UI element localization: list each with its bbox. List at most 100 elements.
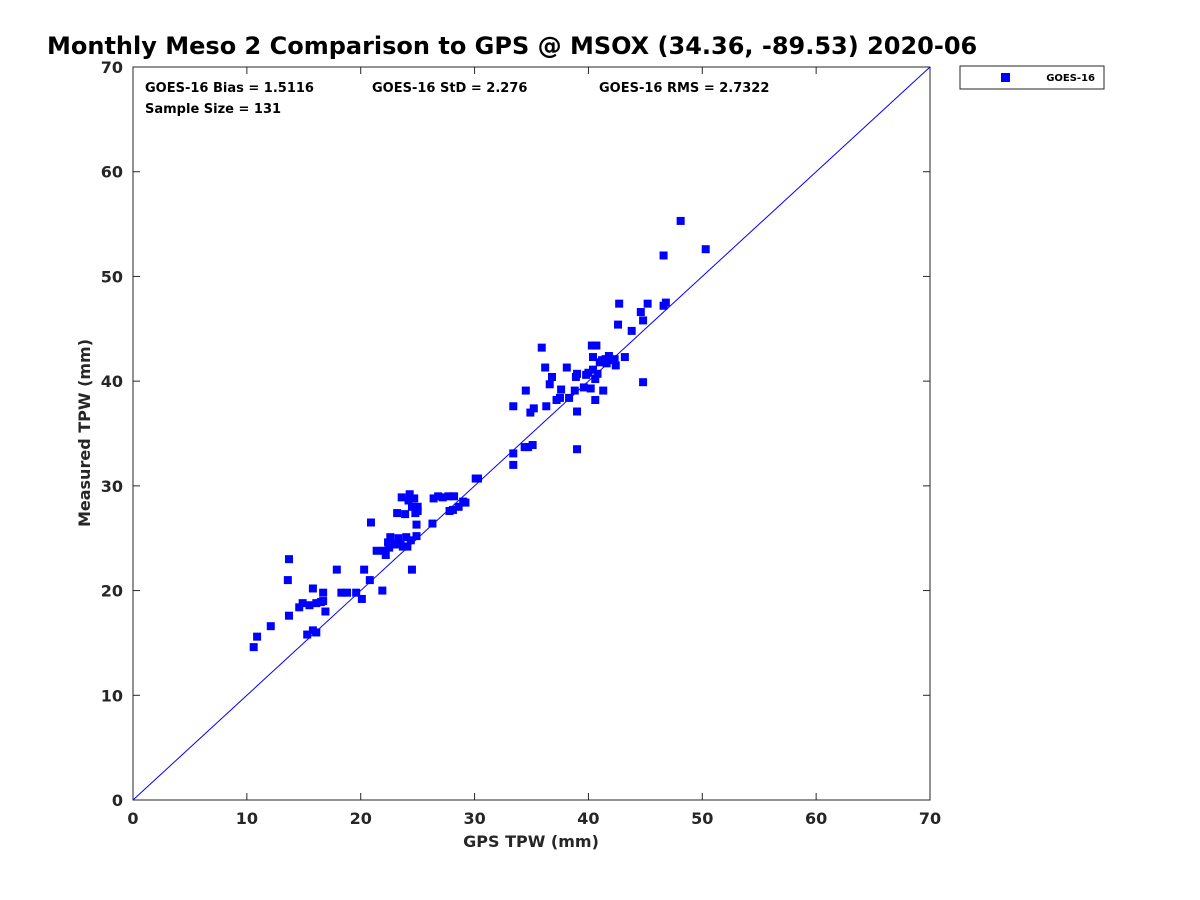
y-tick-label: 60 (101, 163, 123, 182)
data-point (357, 594, 366, 603)
data-point (676, 216, 685, 225)
data-point (509, 449, 518, 458)
data-point (312, 628, 321, 637)
data-point (404, 496, 413, 505)
data-point (319, 597, 328, 606)
x-tick-label: 50 (691, 809, 713, 828)
y-tick-label: 0 (112, 791, 123, 810)
data-point (627, 326, 636, 335)
data-point (521, 386, 530, 395)
data-point (537, 343, 546, 352)
data-point (586, 384, 595, 393)
y-tick-label: 40 (101, 372, 123, 391)
data-point (555, 393, 564, 402)
data-point (636, 308, 645, 317)
data-point (379, 546, 388, 555)
data-point (305, 601, 314, 610)
data-point (365, 576, 374, 585)
data-point (643, 299, 652, 308)
data-point (429, 494, 438, 503)
data-point (372, 546, 381, 555)
data-point (284, 555, 293, 564)
data-point (448, 505, 457, 514)
data-point (295, 603, 304, 612)
data-point (407, 565, 416, 574)
data-point (473, 474, 482, 483)
x-tick-label: 0 (127, 809, 138, 828)
data-point (526, 408, 535, 417)
data-point (593, 369, 602, 378)
data-point (390, 540, 399, 549)
bias-annotation: GOES-16 Bias = 1.5116 (145, 81, 314, 96)
data-point (352, 588, 361, 597)
data-point (620, 353, 629, 362)
y-axis: 0 10 20 30 40 50 60 70 (101, 58, 930, 810)
data-point (378, 586, 387, 595)
data-point (413, 502, 422, 511)
rms-annotation: GOES-16 RMS = 2.7322 (599, 81, 769, 96)
data-point (332, 565, 341, 574)
data-point (611, 361, 620, 370)
data-point (639, 378, 648, 387)
data-point (312, 599, 321, 608)
scatter-points (249, 216, 710, 652)
data-point (321, 607, 330, 616)
y-tick-label: 10 (101, 686, 123, 705)
x-tick-label: 10 (236, 809, 258, 828)
x-tick-label: 70 (919, 809, 941, 828)
data-point (528, 441, 537, 450)
x-tick-label: 60 (805, 809, 827, 828)
data-point (545, 380, 554, 389)
y-tick-label: 20 (101, 582, 123, 601)
data-point (438, 493, 447, 502)
data-point (284, 611, 293, 620)
data-point (587, 341, 596, 350)
legend-label: GOES-16 (1046, 73, 1095, 84)
x-axis-label: GPS TPW (mm) (463, 832, 599, 851)
data-point (303, 630, 312, 639)
data-point (701, 245, 710, 254)
data-point (584, 368, 593, 377)
data-point (405, 490, 414, 499)
data-point (410, 494, 419, 503)
x-tick-label: 30 (463, 809, 485, 828)
sample-size-annotation: Sample Size = 131 (145, 102, 281, 117)
x-axis: 0 10 20 30 40 50 60 70 (127, 67, 941, 828)
data-point (599, 386, 608, 395)
data-point (557, 385, 566, 394)
data-point (403, 542, 412, 551)
data-point (401, 510, 410, 519)
data-point (386, 533, 395, 542)
data-point (381, 550, 390, 559)
data-point (524, 443, 533, 452)
data-point (529, 404, 538, 413)
data-point (412, 520, 421, 529)
data-point (360, 565, 369, 574)
data-point (614, 320, 623, 329)
data-point (450, 492, 459, 501)
data-point (366, 518, 375, 527)
data-point (541, 363, 550, 372)
data-point (406, 536, 415, 545)
data-point (402, 533, 411, 542)
data-point (661, 298, 670, 307)
data-point (604, 352, 613, 361)
data-point (413, 506, 422, 515)
x-tick-label: 40 (577, 809, 599, 828)
y-axis-label: Measured TPW (mm) (75, 339, 94, 527)
legend-box (959, 65, 1105, 90)
data-point (434, 492, 443, 501)
data-point (407, 502, 416, 511)
data-point (308, 584, 317, 593)
data-point (573, 407, 582, 416)
data-point (394, 534, 403, 543)
data-point (337, 588, 346, 597)
data-point (385, 543, 394, 552)
y-tick-label: 50 (101, 267, 123, 286)
data-point (283, 576, 292, 585)
data-point (428, 519, 437, 528)
data-point (343, 588, 352, 597)
data-point (547, 372, 556, 381)
legend: GOES-16 (959, 65, 1105, 90)
